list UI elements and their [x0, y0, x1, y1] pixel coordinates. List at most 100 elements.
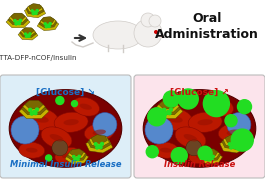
Polygon shape: [204, 149, 218, 156]
Polygon shape: [26, 5, 44, 15]
Circle shape: [164, 91, 179, 107]
Circle shape: [237, 100, 251, 114]
Circle shape: [178, 89, 198, 109]
Circle shape: [148, 108, 166, 126]
Circle shape: [206, 156, 209, 158]
Circle shape: [96, 146, 99, 149]
Circle shape: [232, 145, 235, 148]
Circle shape: [73, 156, 75, 158]
Polygon shape: [68, 149, 86, 159]
Circle shape: [98, 145, 101, 148]
Circle shape: [168, 112, 171, 115]
Circle shape: [93, 113, 117, 137]
Circle shape: [35, 12, 37, 14]
Polygon shape: [20, 29, 37, 37]
Circle shape: [145, 116, 173, 144]
Circle shape: [186, 140, 202, 156]
Circle shape: [11, 116, 39, 144]
Circle shape: [36, 108, 38, 111]
Ellipse shape: [19, 142, 45, 158]
Polygon shape: [86, 138, 113, 153]
Ellipse shape: [72, 97, 99, 116]
Circle shape: [14, 20, 16, 22]
Circle shape: [29, 108, 32, 111]
Ellipse shape: [167, 116, 183, 123]
Ellipse shape: [55, 147, 81, 164]
Circle shape: [166, 111, 170, 114]
Circle shape: [49, 22, 51, 25]
Circle shape: [212, 155, 214, 158]
Circle shape: [233, 146, 236, 149]
Circle shape: [56, 97, 64, 105]
Ellipse shape: [184, 134, 197, 142]
Circle shape: [230, 146, 233, 149]
Text: [Glucose] ↘: [Glucose] ↘: [36, 88, 95, 97]
Ellipse shape: [84, 123, 114, 142]
Polygon shape: [40, 17, 56, 26]
Circle shape: [235, 143, 237, 145]
Circle shape: [164, 112, 167, 115]
Circle shape: [52, 140, 68, 156]
Polygon shape: [70, 149, 84, 156]
Polygon shape: [23, 101, 45, 112]
Ellipse shape: [64, 119, 79, 125]
Text: Oral
Administration: Oral Administration: [155, 12, 259, 41]
Circle shape: [74, 159, 76, 161]
Circle shape: [161, 35, 164, 37]
Ellipse shape: [227, 129, 240, 135]
Circle shape: [198, 146, 212, 160]
Ellipse shape: [218, 123, 248, 142]
Polygon shape: [220, 138, 247, 153]
Polygon shape: [25, 100, 43, 109]
Circle shape: [77, 158, 79, 161]
Circle shape: [19, 19, 22, 22]
Circle shape: [99, 146, 102, 149]
Ellipse shape: [26, 148, 38, 153]
Circle shape: [45, 26, 47, 28]
Ellipse shape: [206, 97, 233, 116]
Circle shape: [146, 146, 158, 158]
Circle shape: [231, 129, 253, 151]
Polygon shape: [9, 14, 27, 22]
Polygon shape: [8, 15, 28, 25]
Circle shape: [72, 101, 77, 107]
Polygon shape: [153, 104, 183, 119]
Polygon shape: [65, 152, 89, 164]
Circle shape: [44, 23, 46, 25]
Ellipse shape: [92, 129, 106, 135]
Circle shape: [18, 22, 20, 25]
Circle shape: [101, 143, 103, 145]
Circle shape: [29, 33, 31, 35]
Text: Minimal Insulin Release: Minimal Insulin Release: [10, 160, 121, 169]
Circle shape: [28, 35, 30, 37]
Circle shape: [15, 23, 17, 25]
Polygon shape: [19, 104, 49, 119]
Ellipse shape: [153, 142, 179, 158]
Ellipse shape: [62, 153, 73, 158]
Ellipse shape: [50, 134, 63, 142]
Ellipse shape: [54, 112, 88, 132]
Circle shape: [17, 21, 19, 24]
Ellipse shape: [214, 104, 226, 110]
Polygon shape: [199, 152, 223, 164]
Circle shape: [27, 35, 29, 36]
Polygon shape: [22, 28, 34, 33]
Polygon shape: [11, 13, 25, 20]
Circle shape: [163, 108, 166, 111]
FancyBboxPatch shape: [0, 75, 131, 178]
Polygon shape: [157, 101, 179, 112]
Ellipse shape: [197, 119, 213, 125]
Circle shape: [32, 12, 34, 15]
Polygon shape: [223, 136, 243, 147]
Circle shape: [227, 113, 251, 137]
Ellipse shape: [23, 108, 59, 130]
Ellipse shape: [160, 148, 171, 153]
Polygon shape: [222, 137, 245, 149]
Circle shape: [208, 159, 210, 161]
Circle shape: [25, 36, 28, 37]
Circle shape: [171, 148, 187, 164]
Polygon shape: [155, 103, 181, 115]
Polygon shape: [67, 150, 87, 161]
Polygon shape: [225, 135, 241, 144]
Circle shape: [134, 19, 162, 47]
